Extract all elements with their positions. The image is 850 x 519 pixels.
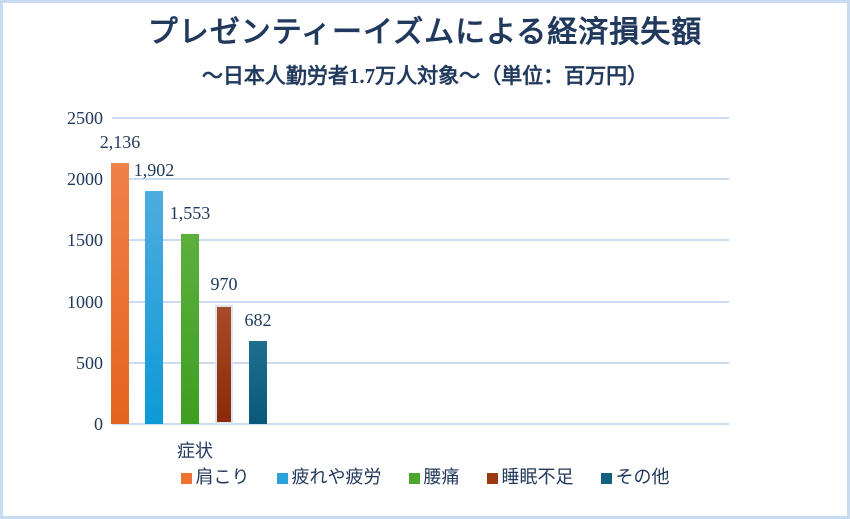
legend-swatch-icon — [486, 472, 498, 484]
chart-title: プレゼンティーイズムによる経済損失額 — [147, 16, 703, 49]
legend: 肩こり 疲れや疲労 腰痛 睡眠不足 その他 — [3, 467, 847, 487]
gridline-1000 — [112, 300, 729, 303]
legend-label: 睡眠不足 — [501, 467, 574, 487]
bar-疲れや疲労 — [145, 191, 163, 424]
legend-label: 疲れや疲労 — [291, 467, 382, 487]
gridline-1500 — [112, 239, 729, 242]
chart-subtitle: ～日本人勤労者1.7万人対象～（単位：百万円） — [201, 64, 649, 88]
y-tick-label-2000: 2000 — [67, 169, 103, 190]
legend-label: その他 — [615, 467, 670, 487]
legend-item-睡眠不足: 睡眠不足 — [486, 467, 574, 487]
legend-item-肩こり: 肩こり — [180, 467, 250, 487]
gridline-0 — [112, 423, 729, 425]
legend-label: 腰痛 — [423, 467, 460, 487]
data-label-疲れや疲労: 1,902 — [133, 160, 175, 181]
y-tick-label-2500: 2500 — [67, 108, 103, 128]
data-label-睡眠不足: 970 — [210, 274, 238, 295]
data-label-腰痛: 1,553 — [169, 202, 211, 223]
legend-item-腰痛: 腰痛 — [408, 467, 460, 487]
x-axis-category-label: 症状 — [177, 441, 213, 461]
legend-label: 肩こり — [195, 467, 250, 487]
y-tick-label-500: 500 — [76, 352, 103, 373]
bar-睡眠不足 — [215, 305, 233, 424]
legend-item-疲れや疲労: 疲れや疲労 — [276, 467, 382, 487]
gridline-500 — [112, 361, 729, 364]
bar-その他 — [249, 340, 267, 424]
legend-swatch-icon — [600, 472, 612, 484]
gridline-2500 — [112, 117, 729, 119]
y-tick-label-0: 0 — [94, 414, 103, 434]
data-label-その他: 682 — [244, 309, 272, 330]
y-tick-label-1000: 1000 — [67, 291, 103, 312]
legend-item-その他: その他 — [600, 467, 670, 487]
gridline-2000 — [112, 178, 729, 181]
legend-swatch-icon — [180, 472, 192, 484]
bar-腰痛 — [181, 233, 199, 424]
bar-肩こり — [111, 162, 129, 424]
data-label-肩こり: 2,136 — [99, 131, 141, 152]
legend-swatch-icon — [408, 472, 420, 484]
legend-swatch-icon — [276, 472, 288, 484]
y-tick-label-1500: 1500 — [67, 230, 103, 251]
